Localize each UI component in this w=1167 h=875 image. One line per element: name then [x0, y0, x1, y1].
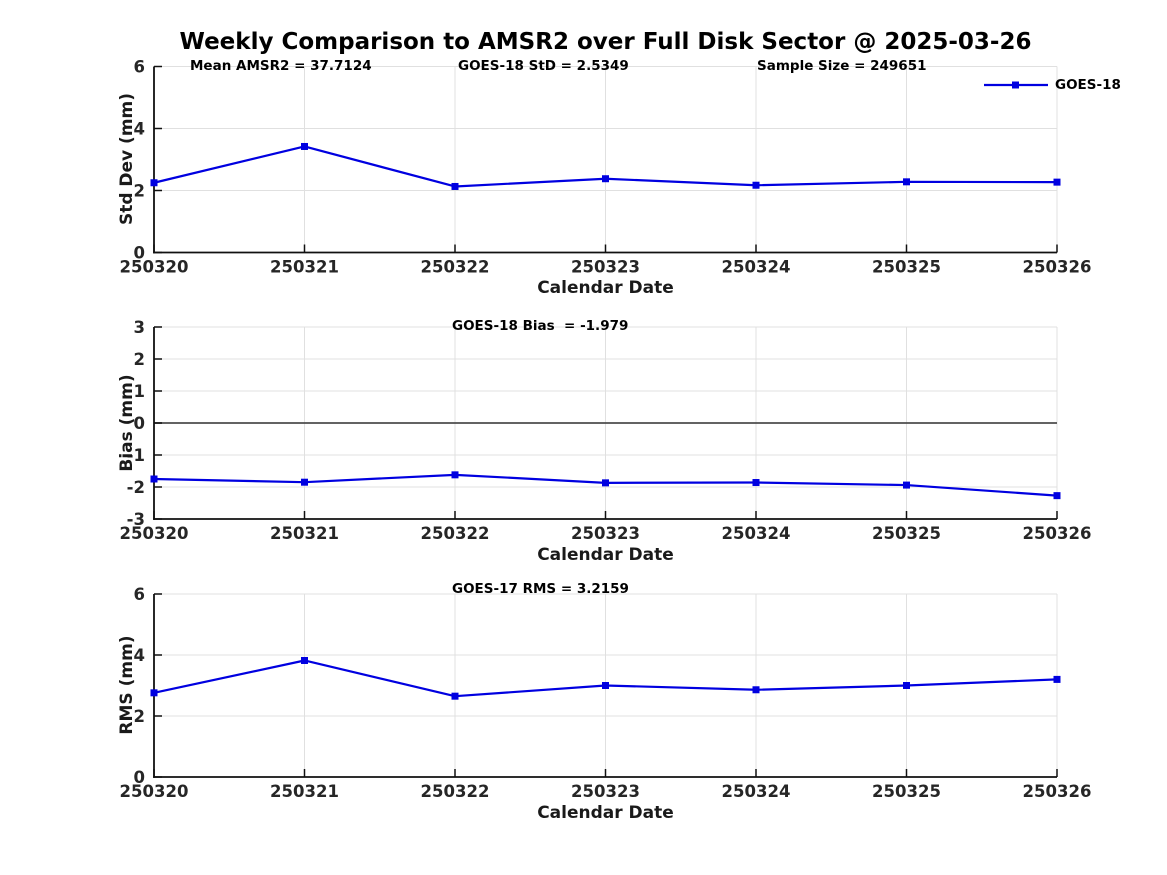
- svg-text:250320: 250320: [120, 524, 189, 543]
- svg-text:4: 4: [134, 120, 145, 139]
- svg-text:-3: -3: [127, 510, 145, 529]
- svg-text:250325: 250325: [872, 524, 941, 543]
- svg-text:250320: 250320: [120, 258, 189, 277]
- annotation-goes18-bias: GOES-18 Bias = -1.979: [452, 318, 629, 334]
- svg-text:250325: 250325: [872, 782, 941, 801]
- annotation-sample-size: Sample Size = 249651: [757, 58, 927, 74]
- svg-text:250323: 250323: [571, 258, 640, 277]
- svg-text:250320: 250320: [120, 782, 189, 801]
- svg-text:2: 2: [134, 350, 145, 369]
- svg-text:250326: 250326: [1023, 782, 1092, 801]
- svg-text:0: 0: [134, 768, 145, 787]
- svg-text:250322: 250322: [421, 524, 490, 543]
- svg-text:250324: 250324: [722, 258, 791, 277]
- svg-text:250326: 250326: [1023, 524, 1092, 543]
- svg-text:250323: 250323: [571, 524, 640, 543]
- xlabel-calendar-date-1: Calendar Date: [537, 278, 674, 298]
- svg-text:2: 2: [134, 707, 145, 726]
- ylabel-rms: RMS (mm): [117, 635, 137, 735]
- svg-text:6: 6: [134, 585, 145, 604]
- svg-text:0: 0: [134, 414, 145, 433]
- annotation-goes17-rms: GOES-17 RMS = 3.2159: [452, 581, 629, 597]
- svg-text:250322: 250322: [421, 258, 490, 277]
- legend-line-icon: [984, 81, 1048, 89]
- svg-text:250324: 250324: [722, 782, 791, 801]
- ylabel-std-dev: Std Dev (mm): [117, 92, 137, 226]
- subplot-rms: 0 2 4 6 250320 250321 250322 250323 250324 250325…: [120, 585, 1092, 801]
- svg-text:1: 1: [134, 382, 145, 401]
- ylabel-bias: Bias (mm): [117, 374, 137, 472]
- xlabel-calendar-date-3: Calendar Date: [537, 803, 674, 823]
- svg-text:250322: 250322: [421, 782, 490, 801]
- svg-text:250323: 250323: [571, 782, 640, 801]
- svg-text:4: 4: [134, 646, 145, 665]
- svg-text:6: 6: [134, 58, 145, 77]
- svg-text:-1: -1: [127, 446, 145, 465]
- xlabel-calendar-date-2: Calendar Date: [537, 545, 674, 565]
- svg-text:250321: 250321: [270, 524, 339, 543]
- legend: GOES-18: [984, 77, 1121, 93]
- svg-text:-2: -2: [127, 478, 145, 497]
- legend-label: GOES-18: [1055, 77, 1121, 93]
- svg-text:250326: 250326: [1023, 258, 1092, 277]
- subplot-bias: -3 -2 -1 0 1 2 3 250320 250321 250322 250323 250324…: [120, 318, 1092, 543]
- svg-text:250325: 250325: [872, 258, 941, 277]
- svg-text:250321: 250321: [270, 782, 339, 801]
- annotation-goes18-std: GOES-18 StD = 2.5349: [458, 58, 629, 74]
- annotation-mean-amsr2: Mean AMSR2 = 37.7124: [190, 58, 372, 74]
- figure-title: Weekly Comparison to AMSR2 over Full Dis…: [179, 29, 1032, 55]
- svg-text:3: 3: [134, 318, 145, 337]
- svg-text:250324: 250324: [722, 524, 791, 543]
- subplot-std-dev: 0 2 4 6 250320 250321 250322 250323 250324 250325…: [120, 58, 1092, 277]
- svg-text:2: 2: [134, 182, 145, 201]
- svg-text:0: 0: [134, 244, 145, 263]
- svg-text:250321: 250321: [270, 258, 339, 277]
